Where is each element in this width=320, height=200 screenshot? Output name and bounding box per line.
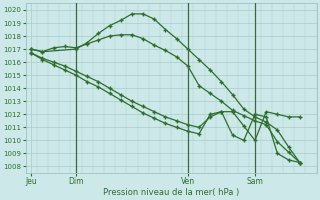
X-axis label: Pression niveau de la mer( hPa ): Pression niveau de la mer( hPa )	[103, 188, 239, 197]
